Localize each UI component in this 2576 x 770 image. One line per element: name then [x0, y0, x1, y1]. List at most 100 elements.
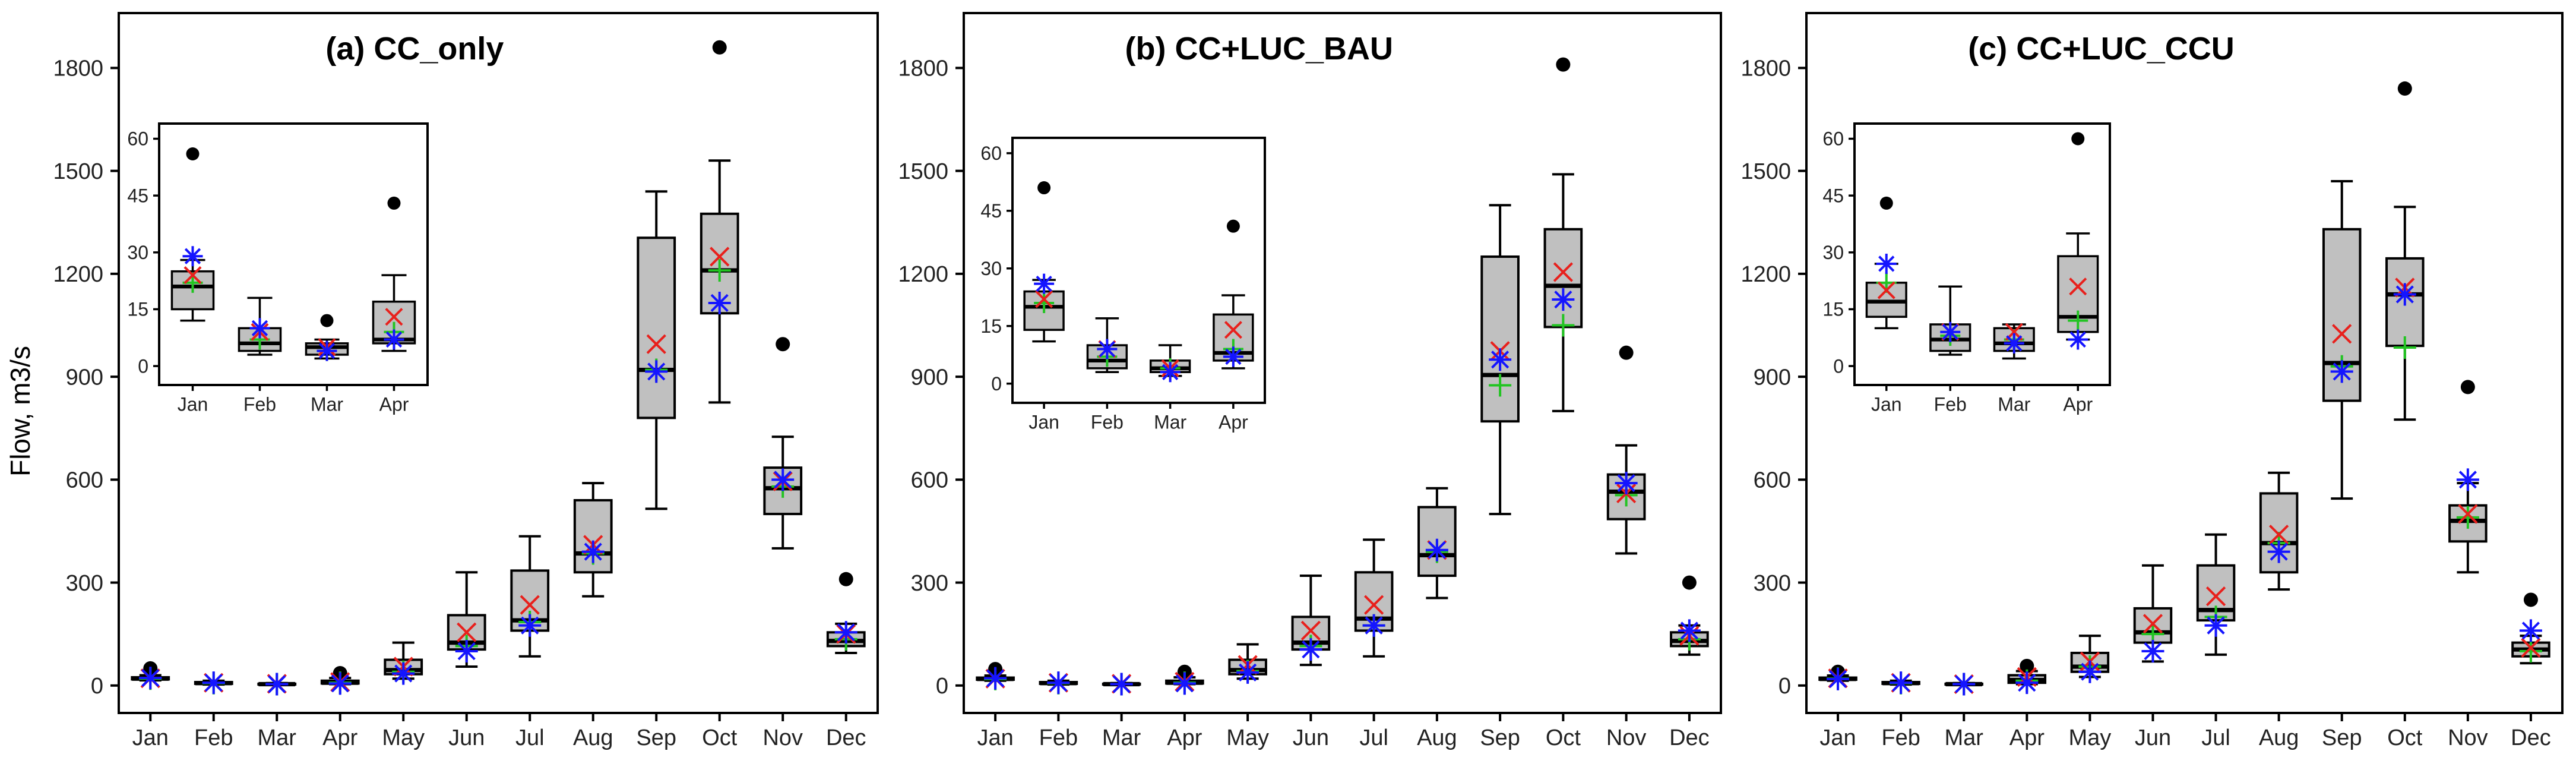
main-box-oct [1543, 57, 1583, 412]
main-box-sep [1480, 204, 1520, 516]
main-red-x-marker [1364, 595, 1384, 615]
main-y-tick-label: 0 [91, 674, 103, 699]
outlier-point [186, 147, 200, 161]
inset-box-apr [372, 196, 416, 352]
y-axis-title: Flow, m3/s [5, 346, 36, 476]
main-blue-asterisk-marker [1952, 673, 1976, 696]
inset-a: 0 15 30 45 60 Jan Feb Mar Apr [127, 122, 429, 415]
main-x-tick-label: Jan [977, 725, 1013, 750]
inset-box-feb [1929, 285, 1971, 356]
main-y-tick-label: 600 [1754, 468, 1791, 493]
main-y-tick-label: 1200 [53, 262, 103, 287]
inset-x-tick-label: Mar [1154, 412, 1186, 433]
inset-blue-asterisk-marker [384, 329, 404, 350]
main-x-tick-label: Aug [1417, 725, 1457, 750]
main-x-tick-label: May [382, 725, 425, 750]
main-box-feb [1039, 671, 1078, 695]
inset-y-tick-label: 60 [127, 128, 148, 150]
inset-y-tick-label: 15 [980, 315, 1002, 337]
main-blue-asterisk-marker [708, 291, 731, 314]
main-blue-asterisk-marker [645, 360, 668, 383]
panel-frame [118, 12, 879, 714]
main-red-x-marker [2332, 324, 2352, 344]
main-box-jan [131, 661, 170, 690]
inset-x-tick-label: Feb [1091, 412, 1124, 433]
main-y-tick-label: 0 [1778, 674, 1791, 699]
main-box-oct [700, 40, 739, 404]
panel-frame [1805, 12, 2564, 714]
inset-box-mar [1993, 323, 2035, 360]
main-box-aug [573, 482, 613, 598]
main-x-tick-label: Sep [636, 725, 676, 750]
main-x-tick-label: Nov [1606, 725, 1647, 750]
main-x-tick-label: Aug [573, 725, 613, 750]
main-x-tick-label: Mar [1102, 725, 1141, 750]
main-box-nov [763, 337, 803, 550]
inset-red-x-marker [1224, 321, 1242, 339]
inset-y-tick-label: 45 [980, 200, 1002, 222]
main-red-x-marker [1553, 262, 1573, 282]
outlier-point [2071, 132, 2085, 146]
main-x-tick-label: Apr [2009, 725, 2045, 750]
outlier-point [2523, 592, 2538, 607]
main-box-jun [1291, 575, 1331, 667]
iqr-box [1543, 228, 1583, 329]
inset-box-jan [1023, 181, 1065, 343]
main-blue-asterisk-marker [1552, 288, 1575, 311]
inset-x-tick-label: Apr [379, 394, 409, 415]
inset-red-x-marker [385, 308, 403, 326]
main-green-plus-marker [1552, 314, 1575, 337]
inset-y-tick-label: 30 [127, 242, 148, 263]
main-blue-asterisk-marker [2141, 640, 2164, 663]
main-x-tick-label: Dec [2511, 725, 2551, 750]
main-blue-asterisk-marker [2204, 614, 2227, 637]
inset-frame [1853, 122, 2111, 386]
inset-y-tick-label: 60 [1822, 128, 1844, 150]
main-blue-asterisk-marker [2519, 619, 2542, 642]
main-x-tick-label: Jul [1359, 725, 1388, 750]
main-green-plus-marker [708, 259, 731, 282]
main-red-x-marker [2521, 638, 2541, 658]
main-y-tick-label: 600 [911, 468, 948, 493]
main-blue-asterisk-marker [1425, 538, 1448, 561]
inset-blue-asterisk-marker [1223, 346, 1243, 367]
outlier-point [1619, 345, 1634, 360]
main-y-tick-label: 1500 [53, 159, 103, 184]
main-x-tick-label: Jan [132, 725, 169, 750]
main-blue-asterisk-marker [518, 614, 542, 637]
main-box-jun [2133, 564, 2173, 663]
main-x-tick-label: Dec [826, 725, 866, 750]
inset-y-tick-label: 30 [1822, 242, 1844, 263]
inset-x-tick-label: Feb [1934, 394, 1967, 415]
main-blue-asterisk-marker [1299, 638, 1322, 661]
main-red-x-marker [2205, 586, 2226, 607]
inset-red-x-marker [1035, 290, 1053, 308]
main-blue-asterisk-marker [2267, 540, 2290, 563]
inset-blue-asterisk-marker [1097, 339, 1118, 359]
inset-box-feb [238, 296, 282, 356]
main-y-tick-label: 1800 [1740, 56, 1791, 81]
outlier-point [776, 337, 790, 352]
inset-blue-asterisk-marker [1876, 253, 1897, 274]
main-x-tick-label: Apr [1167, 725, 1202, 750]
main-blue-asterisk-marker [2456, 468, 2479, 491]
main-red-x-marker [2458, 504, 2478, 524]
main-blue-asterisk-marker [1110, 673, 1133, 696]
inset-blue-asterisk-marker [1940, 321, 1961, 342]
outlier-point [387, 196, 401, 210]
main-y-tick-label: 1800 [898, 56, 948, 81]
main-red-x-marker [710, 247, 730, 267]
inset-c: 0 15 30 45 60 Jan Feb Mar Apr [1822, 122, 2111, 415]
inset-blue-asterisk-marker [1034, 273, 1055, 294]
main-blue-asterisk-marker [984, 667, 1007, 690]
main-red-x-marker [1300, 620, 1321, 641]
main-x-tick-label: Nov [762, 725, 803, 750]
inset-y-tick-label: 15 [127, 299, 148, 320]
outlier-point [320, 314, 334, 327]
main-box-mar [1944, 673, 1983, 696]
main-blue-asterisk-marker [1678, 619, 1701, 642]
main-box-mar [257, 673, 297, 696]
main-y-tick-label: 900 [1754, 365, 1791, 390]
main-y-tick-label: 300 [1754, 571, 1791, 596]
